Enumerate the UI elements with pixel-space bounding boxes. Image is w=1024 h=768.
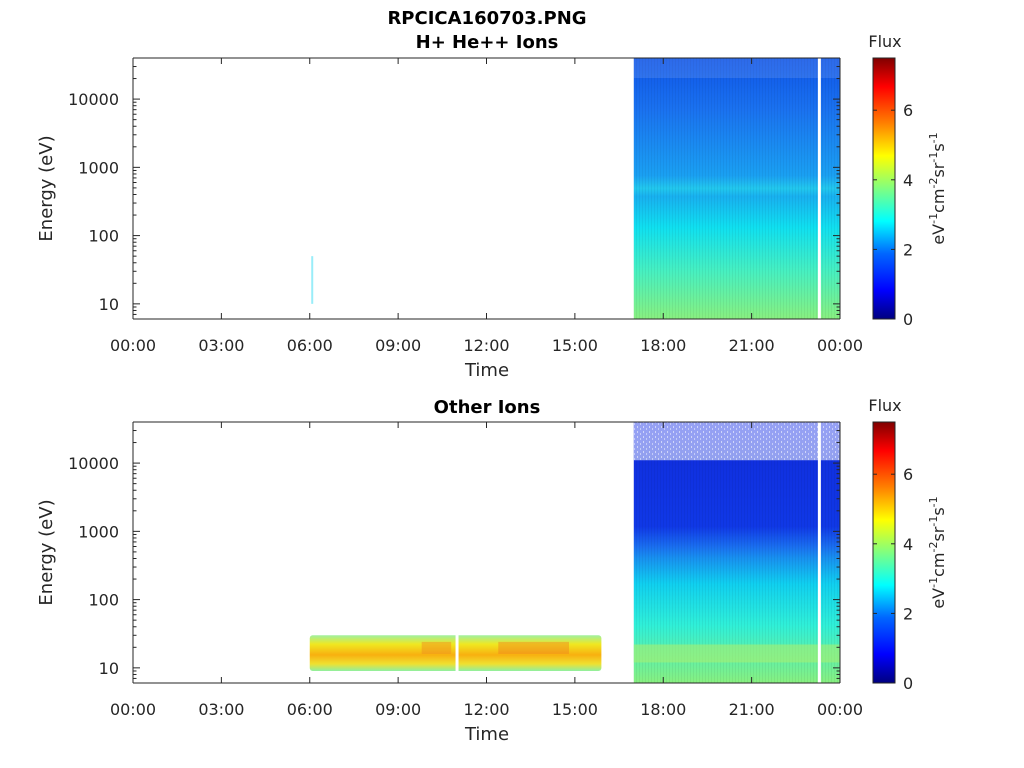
- colorbar-label: Flux: [868, 32, 901, 51]
- spectrogram-ion-band-peak: [498, 641, 569, 654]
- x-tick-label: 06:00: [287, 700, 333, 719]
- panel-title: H+ He++ Ions: [416, 32, 559, 53]
- spectrogram-weak-burst: [311, 256, 314, 304]
- x-tick-label: 21:00: [729, 700, 775, 719]
- y-tick-label: 10: [99, 295, 119, 314]
- colorbar-unit-exp: -1: [927, 132, 940, 143]
- colorbar-unit-base: cm: [929, 189, 948, 213]
- colorbar-unit: eV-1cm-2sr-1s-1: [927, 132, 948, 244]
- colorbar-unit-exp: -1: [927, 577, 940, 588]
- colorbar-label: Flux: [868, 396, 901, 415]
- y-tick-label: 10000: [68, 454, 119, 473]
- y-axis-label: Energy (eV): [36, 499, 57, 605]
- colorbar-unit-exp: -2: [927, 178, 940, 189]
- colorbar-unit-exp: -1: [927, 496, 940, 507]
- colorbar-unit: eV-1cm-2sr-1s-1: [927, 496, 948, 608]
- figure-title: RPCICA160703.PNG: [387, 8, 586, 29]
- colorbar-tick-label: 0: [903, 674, 913, 693]
- x-tick-label: 00:00: [817, 336, 863, 355]
- colorbar-tick-label: 0: [903, 310, 913, 329]
- panel-1: H+ He++ Ions 00:00 03:00 06:00 09:00 12:00 15:…: [36, 32, 948, 381]
- y-tick-label: 100: [88, 591, 119, 610]
- data-gap-line: [455, 422, 459, 683]
- x-tick-label: 12:00: [463, 336, 509, 355]
- x-tick-label: 09:00: [375, 700, 421, 719]
- colorbar: [872, 57, 896, 320]
- y-tick-label: 10000: [68, 90, 119, 109]
- y-tick-label: 10: [99, 659, 119, 678]
- x-tick-label: 18:00: [640, 336, 686, 355]
- x-tick-label: 03:00: [198, 336, 244, 355]
- colorbar-unit-base: s: [929, 143, 948, 151]
- x-tick-label: 00:00: [110, 700, 156, 719]
- colorbar-unit-base: eV: [929, 588, 948, 609]
- colorbar-unit-exp: -1: [927, 152, 940, 163]
- colorbar-tick-label: 2: [903, 604, 913, 623]
- colorbar-unit-base: sr: [929, 162, 948, 177]
- x-tick-label: 03:00: [198, 700, 244, 719]
- x-tick-label: 15:00: [552, 700, 598, 719]
- spectrogram-texture: [633, 422, 840, 683]
- spectrogram-low-band: [633, 644, 840, 663]
- data-gap-line: [817, 422, 821, 683]
- panel-title: Other Ions: [434, 397, 541, 418]
- colorbar-tick-label: 4: [903, 171, 913, 190]
- x-tick-label: 06:00: [287, 336, 333, 355]
- x-tick-label: 12:00: [463, 700, 509, 719]
- x-tick-label: 00:00: [110, 336, 156, 355]
- x-axis-label: Time: [464, 360, 509, 381]
- data-gap-line: [817, 58, 821, 319]
- colorbar-tick-label: 2: [903, 240, 913, 259]
- panel-2: Other Ions 00:00 03:00 06:00 09:00 12:00 15:00…: [36, 396, 948, 745]
- spectrogram-speckle: [633, 422, 840, 461]
- colorbar-unit-base: sr: [929, 526, 948, 541]
- x-tick-label: 00:00: [817, 700, 863, 719]
- y-tick-label: 1000: [78, 158, 119, 177]
- y-axis-label: Energy (eV): [36, 135, 57, 241]
- colorbar-unit-exp: -2: [927, 542, 940, 553]
- spectrogram-texture: [633, 58, 840, 319]
- x-tick-label: 09:00: [375, 336, 421, 355]
- spectrogram-top-noise: [633, 58, 840, 78]
- y-tick-label: 1000: [78, 522, 119, 541]
- y-tick-label: 100: [88, 227, 119, 246]
- x-tick-label: 15:00: [552, 336, 598, 355]
- colorbar-tick-label: 6: [903, 465, 913, 484]
- colorbar-unit-exp: -1: [927, 213, 940, 224]
- x-tick-label: 18:00: [640, 700, 686, 719]
- colorbar-unit-exp: -1: [927, 516, 940, 527]
- x-tick-label: 21:00: [729, 336, 775, 355]
- colorbar: [872, 421, 896, 684]
- colorbar-tick-label: 6: [903, 101, 913, 120]
- colorbar-tick-label: 4: [903, 535, 913, 554]
- x-axis-label: Time: [464, 724, 509, 745]
- spectrogram-ion-band-peak: [421, 641, 452, 654]
- colorbar-unit-base: eV: [929, 224, 948, 245]
- colorbar-unit-base: cm: [929, 553, 948, 577]
- colorbar-unit-base: s: [929, 507, 948, 515]
